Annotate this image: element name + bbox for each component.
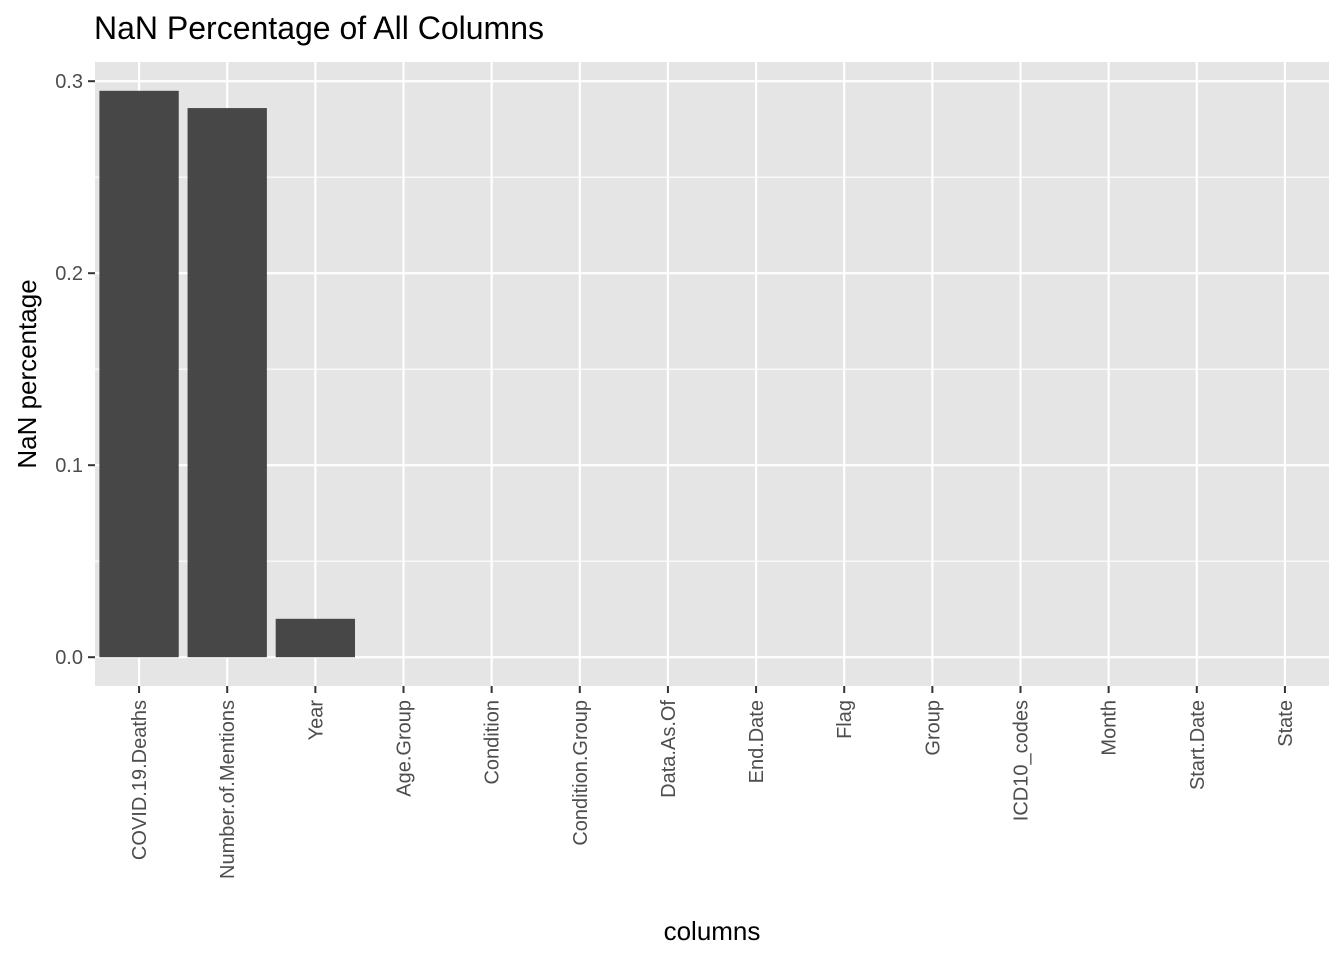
- x-tick-label: COVID.19.Deaths: [129, 700, 151, 860]
- x-tick-label: Start.Date: [1187, 700, 1209, 790]
- x-tick-label: Condition.Group: [570, 700, 592, 846]
- x-tick-label: Group: [922, 700, 944, 756]
- y-axis-title: NaN percentage: [12, 279, 42, 468]
- chart-title: NaN Percentage of All Columns: [94, 10, 544, 46]
- y-axis: 0.0 0.1 0.2 0.3: [55, 71, 95, 669]
- x-tick-label: Condition: [482, 700, 504, 785]
- bars: [99, 90, 356, 658]
- y-tick-label: 0.3: [55, 71, 83, 93]
- bar-covid-19-deaths: [99, 90, 179, 658]
- x-tick-label: Month: [1099, 700, 1121, 756]
- x-tick-label: Data.As.Of: [658, 700, 680, 798]
- x-tick-label: Number.of.Mentions: [217, 700, 239, 879]
- bar-year: [275, 618, 356, 658]
- x-tick-label: Age.Group: [394, 700, 416, 797]
- x-axis-title: columns: [664, 916, 761, 946]
- x-tick-label: Year: [305, 700, 327, 741]
- major-gridlines: [95, 62, 1329, 686]
- x-tick-label: ICD10_codes: [1011, 700, 1033, 821]
- bar-number-of-mentions: [187, 108, 267, 658]
- plot-panel: [95, 62, 1329, 686]
- x-axis: COVID.19.Deaths Number.of.Mentions Year Age…: [129, 686, 1297, 879]
- y-tick-label: 0.1: [55, 455, 83, 477]
- x-tick-label: Flag: [834, 700, 856, 739]
- x-tick-label: State: [1275, 700, 1297, 747]
- minor-gridlines: [95, 176, 1329, 562]
- y-tick-label: 0.2: [55, 263, 83, 285]
- x-tick-label: End.Date: [746, 700, 768, 783]
- y-tick-label: 0.0: [55, 647, 83, 669]
